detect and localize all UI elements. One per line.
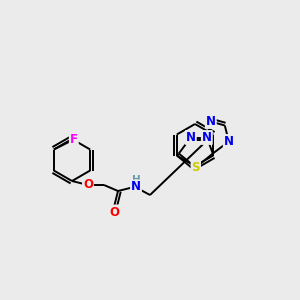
Text: O: O bbox=[83, 178, 93, 191]
Text: N: N bbox=[131, 181, 141, 194]
Text: N: N bbox=[224, 135, 234, 148]
Text: H: H bbox=[132, 175, 140, 185]
Text: S: S bbox=[192, 161, 200, 174]
Text: N: N bbox=[186, 131, 196, 144]
Text: F: F bbox=[70, 133, 78, 146]
Text: N: N bbox=[202, 131, 212, 144]
Text: O: O bbox=[109, 206, 119, 218]
Text: N: N bbox=[206, 115, 216, 128]
